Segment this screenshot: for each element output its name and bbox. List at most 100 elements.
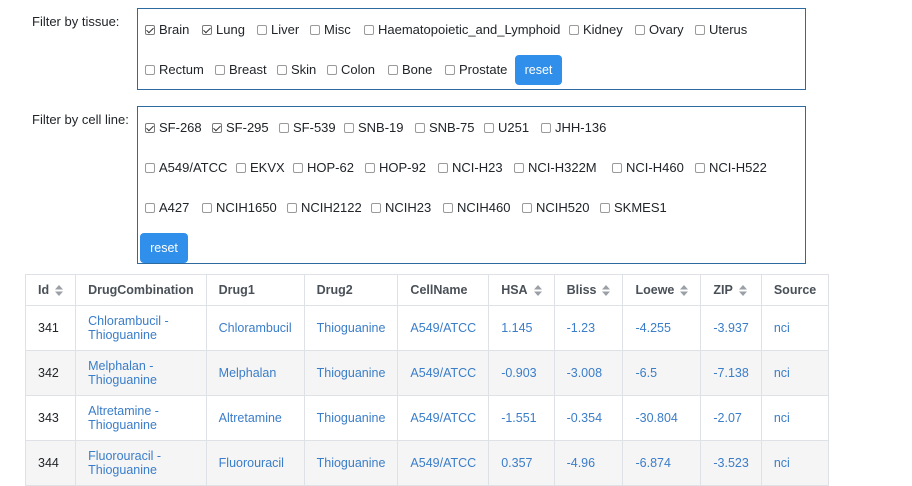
- checkbox-icon[interactable]: [371, 202, 381, 213]
- cell-drugcombination[interactable]: Fluorouracil - Thioguanine: [75, 440, 207, 486]
- cell-hsa[interactable]: -1.551: [488, 395, 555, 441]
- cell-drug2[interactable]: Thioguanine: [303, 305, 399, 351]
- cellline-option-ncih460[interactable]: NCIH460: [443, 200, 510, 215]
- cell-loewe[interactable]: -4.255: [622, 305, 702, 351]
- cell-drugcombination[interactable]: Altretamine - Thioguanine: [75, 395, 207, 441]
- cell-source[interactable]: nci: [760, 350, 830, 396]
- cell-source[interactable]: nci: [760, 395, 830, 441]
- checkbox-icon[interactable]: [279, 122, 289, 133]
- tissue-option-colon[interactable]: Colon: [327, 62, 375, 77]
- cellline-option-nci-h23[interactable]: NCI-H23: [438, 160, 503, 175]
- checkbox-icon[interactable]: [612, 162, 622, 173]
- column-header-loewe[interactable]: Loewe: [622, 274, 702, 306]
- checkbox-icon[interactable]: [443, 202, 453, 213]
- cell-hsa[interactable]: -0.903: [488, 350, 555, 396]
- checkbox-icon[interactable]: [344, 122, 354, 133]
- tissue-option-kidney[interactable]: Kidney: [569, 22, 623, 37]
- cell-cellname[interactable]: A549/ATCC: [397, 350, 490, 396]
- checkbox-icon[interactable]: [145, 122, 155, 133]
- checkbox-icon[interactable]: [327, 64, 337, 75]
- checkbox-icon[interactable]: [310, 24, 320, 35]
- checkbox-icon[interactable]: [293, 162, 303, 173]
- cell-bliss[interactable]: -3.008: [553, 350, 624, 396]
- column-header-id[interactable]: Id: [24, 274, 77, 306]
- cell-zip[interactable]: -3.937: [700, 305, 762, 351]
- cellline-option-ncih520[interactable]: NCIH520: [522, 200, 589, 215]
- checkbox-icon[interactable]: [145, 202, 155, 213]
- checkbox-icon[interactable]: [212, 122, 222, 133]
- cell-hsa[interactable]: 1.145: [488, 305, 555, 351]
- cellline-option-skmes1[interactable]: SKMES1: [600, 200, 667, 215]
- cell-loewe[interactable]: -6.874: [622, 440, 702, 486]
- cellline-option-snb-19[interactable]: SNB-19: [344, 120, 404, 135]
- checkbox-icon[interactable]: [202, 24, 212, 35]
- cell-drug2[interactable]: Thioguanine: [303, 350, 399, 396]
- cell-drugcombination[interactable]: Chlorambucil - Thioguanine: [75, 305, 207, 351]
- cell-hsa[interactable]: 0.357: [488, 440, 555, 486]
- cell-drug1[interactable]: Altretamine: [205, 395, 305, 441]
- tissue-option-ovary[interactable]: Ovary: [635, 22, 684, 37]
- checkbox-icon[interactable]: [541, 122, 551, 133]
- cellline-option-snb-75[interactable]: SNB-75: [415, 120, 475, 135]
- cell-bliss[interactable]: -0.354: [553, 395, 624, 441]
- checkbox-icon[interactable]: [484, 122, 494, 133]
- cellline-option-jhh-136[interactable]: JHH-136: [541, 120, 606, 135]
- tissue-option-liver[interactable]: Liver: [257, 22, 299, 37]
- checkbox-icon[interactable]: [445, 64, 455, 75]
- checkbox-icon[interactable]: [600, 202, 610, 213]
- tissue-option-rectum[interactable]: Rectum: [145, 62, 204, 77]
- cellline-option-sf-539[interactable]: SF-539: [279, 120, 336, 135]
- cellline-reset-button[interactable]: reset: [140, 233, 188, 263]
- column-header-bliss[interactable]: Bliss: [553, 274, 624, 306]
- cell-loewe[interactable]: -6.5: [622, 350, 702, 396]
- checkbox-icon[interactable]: [287, 202, 297, 213]
- checkbox-icon[interactable]: [277, 64, 287, 75]
- cell-drug1[interactable]: Fluorouracil: [205, 440, 305, 486]
- checkbox-icon[interactable]: [695, 24, 705, 35]
- checkbox-icon[interactable]: [569, 24, 579, 35]
- cellline-option-u251[interactable]: U251: [484, 120, 529, 135]
- cellline-option-hop-92[interactable]: HOP-92: [365, 160, 426, 175]
- cellline-option-ekvx[interactable]: EKVX: [236, 160, 285, 175]
- cell-drug2[interactable]: Thioguanine: [303, 395, 399, 441]
- checkbox-icon[interactable]: [635, 24, 645, 35]
- cell-zip[interactable]: -2.07: [700, 395, 762, 441]
- cellline-option-a427[interactable]: A427: [145, 200, 189, 215]
- cellline-option-a549-atcc[interactable]: A549/ATCC: [145, 160, 227, 175]
- cellline-option-sf-295[interactable]: SF-295: [212, 120, 269, 135]
- cell-cellname[interactable]: A549/ATCC: [397, 440, 490, 486]
- tissue-option-bone[interactable]: Bone: [388, 62, 432, 77]
- cell-zip[interactable]: -3.523: [700, 440, 762, 486]
- cellline-option-nci-h322m[interactable]: NCI-H322M: [514, 160, 597, 175]
- checkbox-icon[interactable]: [388, 64, 398, 75]
- checkbox-icon[interactable]: [365, 162, 375, 173]
- sort-icon[interactable]: [533, 285, 542, 297]
- tissue-option-misc[interactable]: Misc: [310, 22, 351, 37]
- checkbox-icon[interactable]: [522, 202, 532, 213]
- tissue-option-haematopoietic-and-lymphoid[interactable]: Haematopoietic_and_Lymphoid: [364, 22, 560, 37]
- cell-loewe[interactable]: -30.804: [622, 395, 702, 441]
- cellline-option-nci-h460[interactable]: NCI-H460: [612, 160, 684, 175]
- cell-zip[interactable]: -7.138: [700, 350, 762, 396]
- cell-cellname[interactable]: A549/ATCC: [397, 395, 490, 441]
- tissue-option-prostate[interactable]: Prostate: [445, 62, 507, 77]
- cellline-option-nci-h522[interactable]: NCI-H522: [695, 160, 767, 175]
- checkbox-icon[interactable]: [415, 122, 425, 133]
- cellline-option-ncih23[interactable]: NCIH23: [371, 200, 431, 215]
- checkbox-icon[interactable]: [438, 162, 448, 173]
- cell-drugcombination[interactable]: Melphalan - Thioguanine: [75, 350, 207, 396]
- cell-source[interactable]: nci: [760, 305, 830, 351]
- cell-cellname[interactable]: A549/ATCC: [397, 305, 490, 351]
- tissue-option-skin[interactable]: Skin: [277, 62, 316, 77]
- sort-icon[interactable]: [55, 285, 64, 297]
- cell-bliss[interactable]: -4.96: [553, 440, 624, 486]
- checkbox-icon[interactable]: [257, 24, 267, 35]
- checkbox-icon[interactable]: [145, 24, 155, 35]
- cellline-option-hop-62[interactable]: HOP-62: [293, 160, 354, 175]
- sort-icon[interactable]: [602, 285, 611, 297]
- checkbox-icon[interactable]: [514, 162, 524, 173]
- cell-source[interactable]: nci: [760, 440, 830, 486]
- tissue-option-brain[interactable]: Brain: [145, 22, 189, 37]
- checkbox-icon[interactable]: [215, 64, 225, 75]
- checkbox-icon[interactable]: [364, 24, 374, 35]
